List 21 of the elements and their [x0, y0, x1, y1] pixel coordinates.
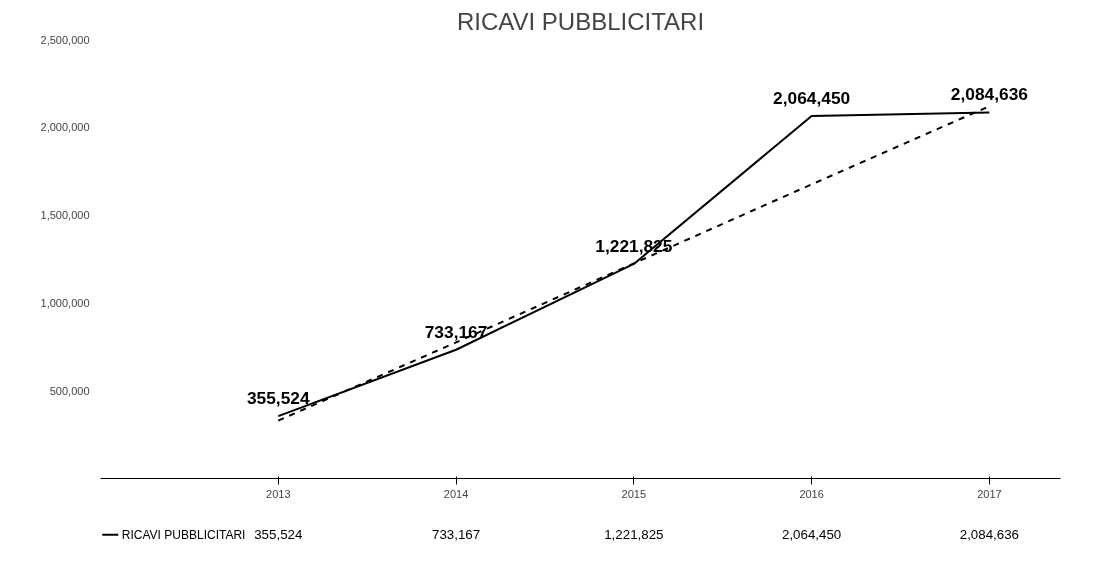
legend-label: RICAVI PUBBLICITARI [121, 527, 246, 542]
text: 355,524 [246, 388, 310, 409]
y-tick-label: 1,000,000 [40, 296, 90, 309]
data-label: 733,167 [431, 527, 481, 543]
data-label: 355,524 [254, 527, 303, 543]
text: 2,064,450 [773, 87, 851, 108]
data-label: 2,084,636 [959, 527, 1020, 543]
y-tick-label: 1,500,000 [40, 209, 90, 222]
data-label: 1,221,825 [604, 527, 664, 543]
x-tick-label: 2015 [621, 487, 647, 500]
data-label: 2,064,450 [781, 527, 842, 543]
y-tick-label: 2,000,000 [40, 121, 90, 134]
x-tick-label: 2016 [799, 487, 824, 500]
x-tick-label: 2017 [977, 487, 1002, 500]
text: 2,084,636 [950, 84, 1028, 105]
x-tick-label: 2013 [266, 487, 291, 500]
text: 733,167 [424, 321, 488, 342]
y-tick-label: 500,000 [49, 384, 90, 397]
x-tick-label: 2014 [443, 487, 469, 500]
y-tick-label: 2,500,000 [40, 33, 90, 46]
chart-title: RICAVI PUBBLICITARI [456, 7, 705, 35]
